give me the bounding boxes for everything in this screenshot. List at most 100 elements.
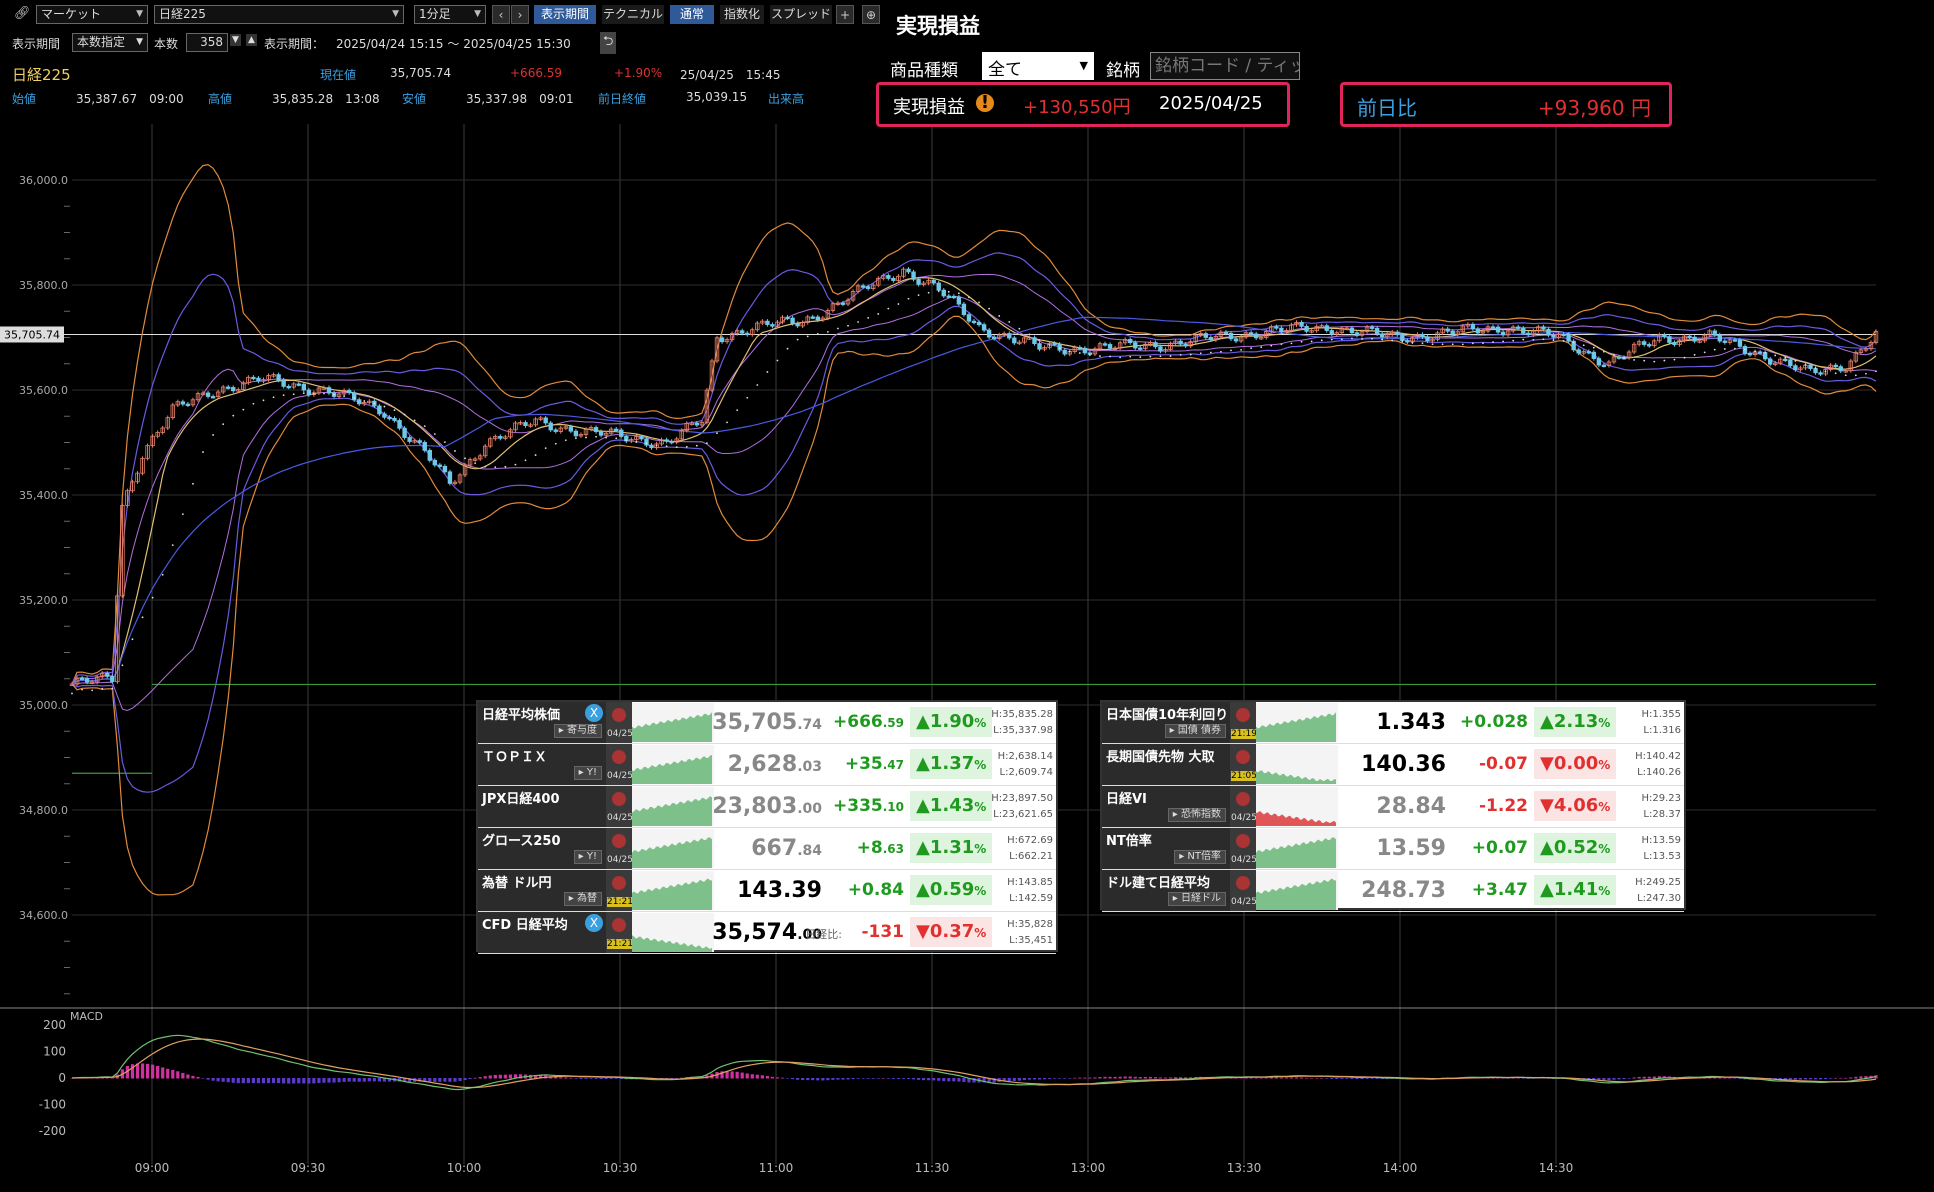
link-icon[interactable]: 🔗︎ [14,6,31,21]
macd-histogram-bar [987,1078,991,1083]
interval-select[interactable]: 1分足 ▼ [414,5,486,24]
market-sub-button[interactable]: ▸ Y! [573,850,602,864]
market-row[interactable]: 日経平均株価 X ▸ 寄与度 04/25 35,705.74 +666.59 ▲1.90% H… [478,702,1056,744]
prev-icon[interactable]: ‹ [492,5,510,24]
market-name-cell[interactable]: 日経平均株価 X ▸ 寄与度 [478,702,606,743]
macd-histogram-bar [1289,1077,1294,1079]
macd-histogram-bar [614,1078,618,1079]
market-name-cell[interactable]: ＴＯＰＩＸ ▸ Y! [478,744,606,785]
sar-dot [837,327,839,330]
index-button[interactable]: 指数化 [720,5,764,24]
macd-histogram-bar [135,1063,140,1079]
market-select[interactable]: マーケット ▼ [36,5,148,24]
market-name-cell[interactable]: 日経VI ▸ 恐怖指数 [1102,786,1230,827]
candle-body [588,427,594,430]
candle-body [1616,356,1622,359]
warning-icon[interactable]: ! [976,94,994,112]
market-change: -1.22 [1479,796,1528,816]
sar-dot [1330,338,1333,341]
market-row[interactable]: JPX日経400 04/25 23,803.00 +335.10 ▲1.43% H:23,… [478,786,1056,828]
macd-histogram-bar [1179,1077,1183,1079]
candle-body [1012,337,1017,344]
macd-histogram-bar [589,1078,593,1079]
market-change: +35.47 [845,754,904,774]
sar-dot [181,513,184,516]
add-icon[interactable]: + [836,5,854,24]
x-badge-icon[interactable]: X [585,704,603,722]
chevron-down-icon: ▼ [1079,59,1088,72]
macd-histogram-bar [982,1078,986,1083]
candle-body [886,275,891,279]
display-period-button[interactable]: 表示期間 [534,5,596,24]
period-mode-select[interactable]: 本数指定 ▼ [72,33,148,52]
market-value-main: 667 [751,836,798,861]
candle-body [1425,336,1430,342]
macd-histogram-bar [251,1078,256,1084]
candle-body [1082,347,1088,354]
candle-body [462,464,468,476]
market-sub-label: NT倍率 [1187,851,1221,862]
market-row[interactable]: グロース250 ▸ Y! 04/25 667.84 +8.63 ▲1.31% H:672.6… [478,828,1056,870]
market-name-cell[interactable]: 為替 ドル円 ▸ 為替 [478,870,606,911]
count-up-icon[interactable]: ▲ [246,34,257,46]
x-badge-icon[interactable]: X [585,914,603,932]
macd-histogram-bar [448,1078,452,1082]
market-name-cell[interactable]: グロース250 ▸ Y! [478,828,606,869]
count-input[interactable]: 358 [186,33,228,52]
sar-dot [1099,355,1101,357]
sar-dot [454,450,456,452]
market-name-cell[interactable]: 日本国債10年利回り ▸ 国債 債券 [1102,702,1230,743]
next-icon[interactable]: › [511,5,529,24]
candle-body [986,329,992,338]
sar-dot [1844,374,1847,377]
candle-body [236,389,241,392]
zoom-icon[interactable]: ⊕ [862,5,880,24]
technical-button[interactable]: テクニカル [602,5,664,24]
market-name-cell[interactable]: ドル建て日経平均 ▸ 日経ドル [1102,870,1230,911]
market-row[interactable]: 日経VI ▸ 恐怖指数 04/25 28.84 -1.22 ▼4.06% H:29.23 L:… [1102,786,1684,828]
market-sub-button[interactable]: ▸ 寄与度 [553,724,602,738]
candle-body [437,464,443,467]
candle-body [805,316,810,323]
candle-body [231,387,236,392]
market-sub-button[interactable]: ▸ 国債 債券 [1164,724,1226,738]
market-row[interactable]: 日本国債10年利回り ▸ 国債 債券 21:19 1.343 +0.028 ▲2.13% H… [1102,702,1684,744]
market-row[interactable]: 長期国債先物 大取 21:05 140.36 -0.07 ▼0.00% H:140.42 L… [1102,744,1684,786]
normal-button[interactable]: 通常 [670,5,714,24]
candle-body [911,271,916,280]
macd-histogram-bar [1138,1077,1142,1079]
symbol-select[interactable]: 日経225 ▼ [154,5,404,24]
macd-histogram-bar [1007,1078,1011,1082]
market-row[interactable]: ＴＯＰＩＸ ▸ Y! 04/25 2,628.03 +35.47 ▲1.37% H:2,63… [478,744,1056,786]
refresh-icon[interactable]: ⮌ [600,32,617,54]
macd-histogram-bar [181,1072,185,1079]
sar-dot [1441,343,1444,346]
market-row[interactable]: CFD 日経平均 X 21:21 35,574.00 日経比: -131 ▼0.37% H:3… [478,912,1056,954]
market-sub-button[interactable]: ▸ NT倍率 [1174,850,1226,864]
symbol-search-input[interactable]: 銘柄コード / ティッカー [1150,52,1300,80]
market-row[interactable]: ドル建て日経平均 ▸ 日経ドル 04/25 248.73 +3.47 ▲1.41% H:24… [1102,870,1684,912]
candle-body [1092,348,1098,355]
market-value-decimal: .00 [797,927,822,943]
macd-histogram-bar [196,1076,200,1079]
product-type-select[interactable]: 全て ▼ [982,52,1094,80]
market-sub-button[interactable]: ▸ Y! [573,766,602,780]
spread-button[interactable]: スプレッド [770,5,832,24]
market-row[interactable]: NT倍率 ▸ NT倍率 04/25 13.59 +0.07 ▲0.52% H:13.59 L:… [1102,828,1684,870]
realized-date: 2025/04/25 [1159,93,1263,114]
candle-body [503,436,508,439]
candle-body [553,429,558,432]
market-name-cell[interactable]: JPX日経400 [478,786,606,827]
price-chart[interactable]: 09:00 09:30 10:00 10:30 11:00 11:30 13:00 13:30… [0,124,1934,1192]
market-name-cell[interactable]: 長期国債先物 大取 [1102,744,1230,785]
market-name-cell[interactable]: CFD 日経平均 X [478,912,606,953]
count-down-icon[interactable]: ▼ [230,34,241,46]
market-name-cell[interactable]: NT倍率 ▸ NT倍率 [1102,828,1230,869]
market-sub-button[interactable]: ▸ 為替 [563,892,602,906]
market-row[interactable]: 為替 ドル円 ▸ 為替 21:21 143.39 +0.84 ▲0.59% H:143.85… [478,870,1056,912]
market-sub-button[interactable]: ▸ 日経ドル [1167,892,1226,906]
market-sub-button[interactable]: ▸ 恐怖指数 [1167,808,1226,822]
sar-dot [1300,340,1303,343]
market-flag: 21:21 [606,912,633,953]
macd-histogram-bar [1143,1077,1147,1079]
